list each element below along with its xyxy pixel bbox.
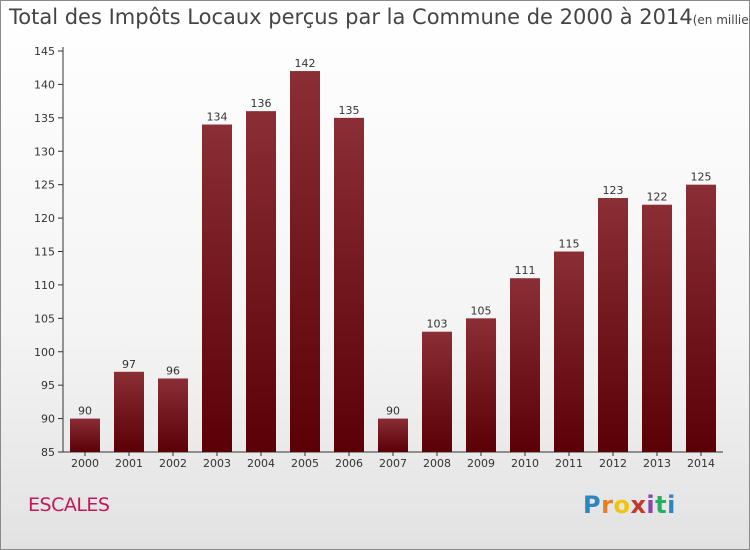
bar-value-label: 111 [515,264,536,277]
y-tick-label: 120 [34,212,55,225]
y-tick-label: 130 [34,145,55,158]
y-tick-label: 115 [34,246,55,259]
y-tick-label: 100 [34,346,55,359]
x-tick-label: 2006 [335,457,363,470]
logo-letter: x [630,491,647,519]
bar [422,331,452,452]
x-tick-label: 2009 [467,457,495,470]
bar [378,418,408,452]
chart-title-block: Total des Impôts Locaux perçus par la Co… [9,5,750,29]
y-tick-label: 145 [34,45,55,58]
bar [466,318,496,452]
x-tick-label: 2005 [291,457,319,470]
x-tick-label: 2001 [115,457,143,470]
bar-value-label: 97 [122,358,136,371]
logo-letter: o [613,491,631,519]
y-tick-label: 95 [41,379,55,392]
bar-value-label: 125 [691,171,712,184]
bar-value-label: 134 [207,111,228,124]
bar-value-label: 136 [251,97,272,110]
bar-value-label: 115 [559,238,580,251]
x-tick-label: 2014 [687,457,715,470]
bar [334,117,364,452]
x-tick-label: 2013 [643,457,671,470]
bar [290,71,320,453]
bar [598,198,628,452]
proxiti-logo: Proxiti [583,491,676,519]
bar-value-label: 123 [603,184,624,197]
logo-letter: t [655,491,668,519]
y-tick-label: 105 [34,312,55,325]
bar [158,378,188,452]
bar [686,184,716,452]
logo-letter: r [601,491,614,519]
logo-letter: P [583,491,602,519]
bar-value-label: 103 [427,318,448,331]
x-tick-label: 2011 [555,457,583,470]
logo-letter: i [646,491,656,519]
y-tick-label: 125 [34,179,55,192]
bar [642,204,672,452]
logo-letter: i [667,491,676,519]
bar-value-label: 142 [295,57,316,70]
y-tick-label: 140 [34,78,55,91]
chart-unit-note: (en milliers d'€) [692,13,750,27]
bar [114,371,144,452]
x-tick-label: 2002 [159,457,187,470]
y-tick-label: 90 [41,413,55,426]
x-tick-label: 2000 [71,457,99,470]
commune-name: ESCALES [28,494,110,516]
bar [202,124,232,453]
x-tick-label: 2003 [203,457,231,470]
bar [246,111,276,453]
bar-value-label: 90 [386,405,400,418]
y-tick-label: 110 [34,279,55,292]
bar-value-label: 135 [339,104,360,117]
bar-value-label: 90 [78,405,92,418]
bar-value-label: 122 [647,191,668,204]
bar [70,418,100,452]
x-tick-label: 2012 [599,457,627,470]
bar-value-label: 105 [471,304,492,317]
bar [554,251,584,452]
x-tick-label: 2007 [379,457,407,470]
x-tick-label: 2010 [511,457,539,470]
bar-value-label: 96 [166,364,180,377]
y-tick-label: 135 [34,112,55,125]
bar [510,278,540,452]
x-tick-label: 2008 [423,457,451,470]
x-tick-label: 2004 [247,457,275,470]
y-tick-label: 85 [41,446,55,459]
chart-title: Total des Impôts Locaux perçus par la Co… [9,5,693,29]
